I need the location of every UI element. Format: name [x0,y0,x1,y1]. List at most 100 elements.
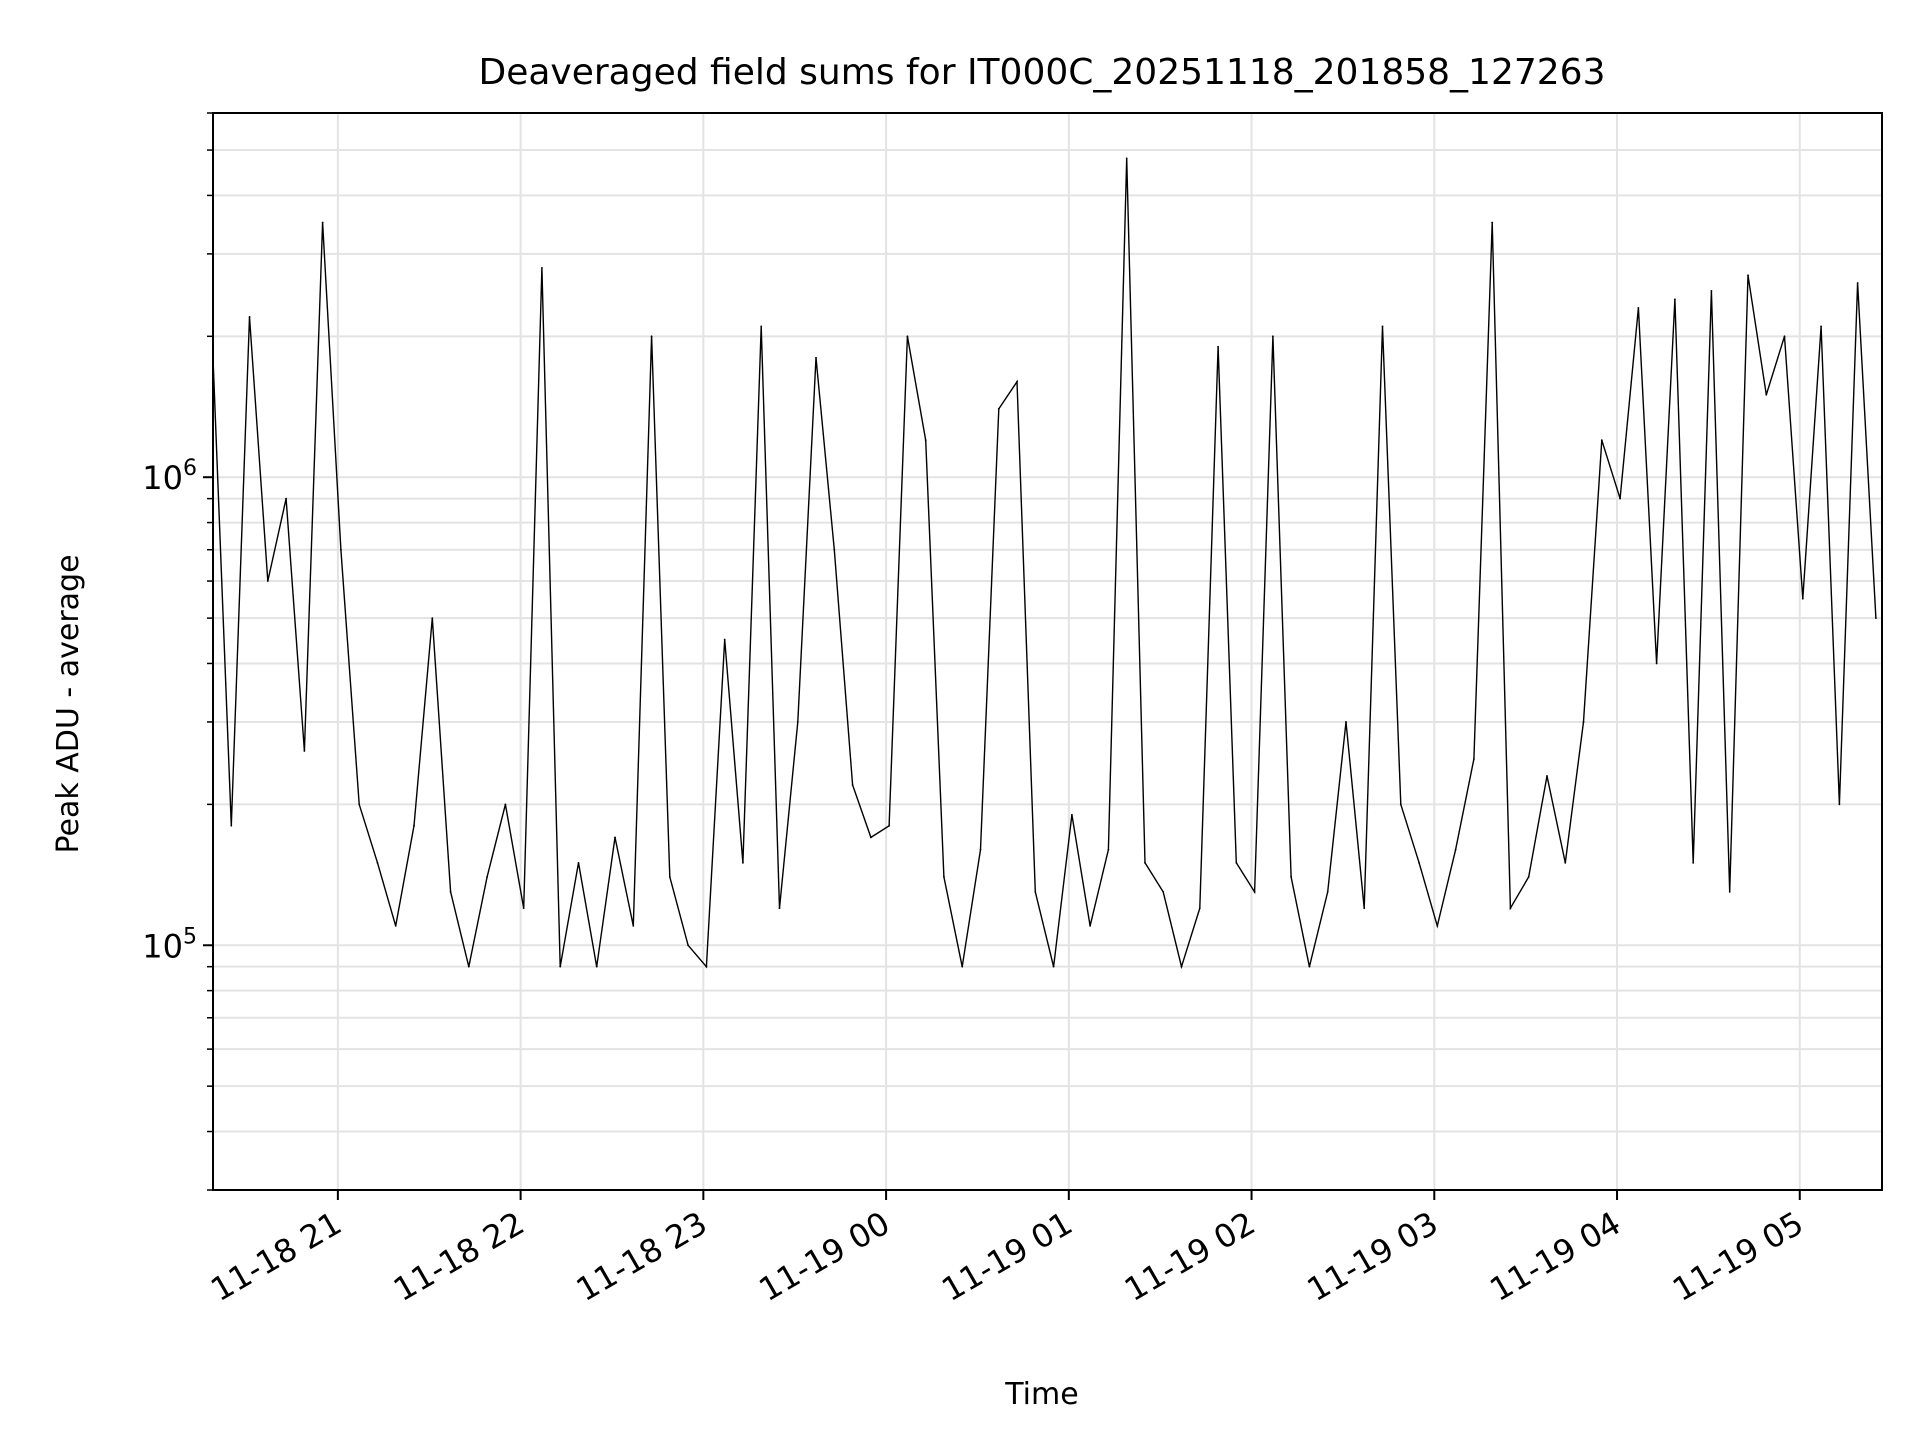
data-point [340,548,342,551]
data-point [1290,875,1293,878]
data-point [1765,393,1768,396]
data-point [1034,891,1037,893]
x-axis-label: Time [1004,1377,1078,1412]
data-point [1144,861,1146,864]
data-point [705,965,708,968]
data-point [796,721,799,723]
axis-ticks: 105 106 11-18 21 11-18 22 11-18 23 11-19 00 11… [142,112,1810,1309]
data-point [541,267,543,269]
data-point [1509,907,1512,910]
data-point [266,580,269,582]
data-point [1527,875,1530,878]
data-point [394,924,397,927]
x-tick-label: 11-19 02 [1118,1204,1262,1309]
data-point [504,803,507,806]
data-point [303,750,306,752]
data-point [1619,497,1621,500]
x-tick-label: 11-19 04 [1483,1204,1627,1309]
data-point [906,335,909,338]
data-point [1546,775,1548,777]
data-point [1600,439,1603,442]
data-point [413,824,415,827]
data-point [1217,345,1219,348]
data-point [1491,221,1494,224]
data-point [723,638,726,641]
plot-frame [212,112,1883,1191]
data-point [1326,891,1329,893]
data-point [1747,274,1749,277]
data-point [1363,907,1366,910]
data-point [1180,965,1183,968]
x-tick-label: 11-19 01 [935,1204,1079,1309]
data-point [1875,617,1877,620]
data-point [358,803,361,806]
data-point [1253,891,1256,893]
data-point [1235,861,1238,864]
data-point [1070,813,1073,816]
data-point [1052,965,1055,968]
data-point [1838,803,1841,806]
data-point [1016,380,1018,383]
data-point [522,907,525,910]
x-tick-label: 11-18 21 [204,1204,348,1309]
data-point [1692,861,1695,864]
data-point [668,875,671,878]
data-point [285,497,287,500]
data-point [1308,965,1311,968]
data-point [815,356,817,359]
data-point [595,965,598,968]
y-tick-label: 106 [142,456,197,497]
data-point [1673,298,1676,301]
data-point [1162,891,1165,893]
data-point [449,891,452,893]
data-point [1564,861,1567,864]
data-point [1801,597,1804,600]
data-point [321,221,324,224]
data-point [943,875,945,878]
data-point [1820,325,1822,328]
data-point [1783,335,1786,338]
data-point [1472,758,1475,760]
data-point [559,965,562,968]
data-point [1089,924,1092,927]
data-point [1637,307,1640,309]
data-point [1454,848,1457,851]
data-point [997,407,1000,410]
data-point [1655,662,1658,665]
data-point [833,548,836,551]
data-point [778,907,781,910]
data-point [1436,924,1439,927]
data-point [230,824,233,827]
data-point [1125,157,1128,160]
x-tick-label: 11-19 00 [752,1204,896,1309]
series-layer [212,157,1877,970]
x-tick-label: 11-18 23 [570,1204,714,1309]
data-point [687,944,690,947]
x-tick-label: 11-19 03 [1301,1204,1445,1309]
data-point [1418,861,1420,864]
data-point [431,617,434,620]
data-point [1710,290,1713,292]
data-point [979,848,982,851]
data-point [1856,282,1859,284]
data-point [760,325,763,328]
data-point [1345,721,1347,723]
data-point [888,824,891,827]
data-point [577,861,580,864]
data-point [614,836,616,839]
data-point [1271,335,1274,338]
data-point [1381,325,1384,328]
data-point [1107,848,1110,851]
data-point [650,335,653,338]
y-tick-label: 105 [142,924,197,965]
data-point [1728,891,1731,893]
y-axis-label: Peak ADU - average [51,554,86,853]
data-point [961,965,964,968]
data-point [924,439,927,442]
data-point [869,836,872,839]
data-point [632,924,635,927]
x-tick-label: 11-18 22 [387,1204,531,1309]
data-point [248,316,251,318]
data-point [376,861,379,864]
